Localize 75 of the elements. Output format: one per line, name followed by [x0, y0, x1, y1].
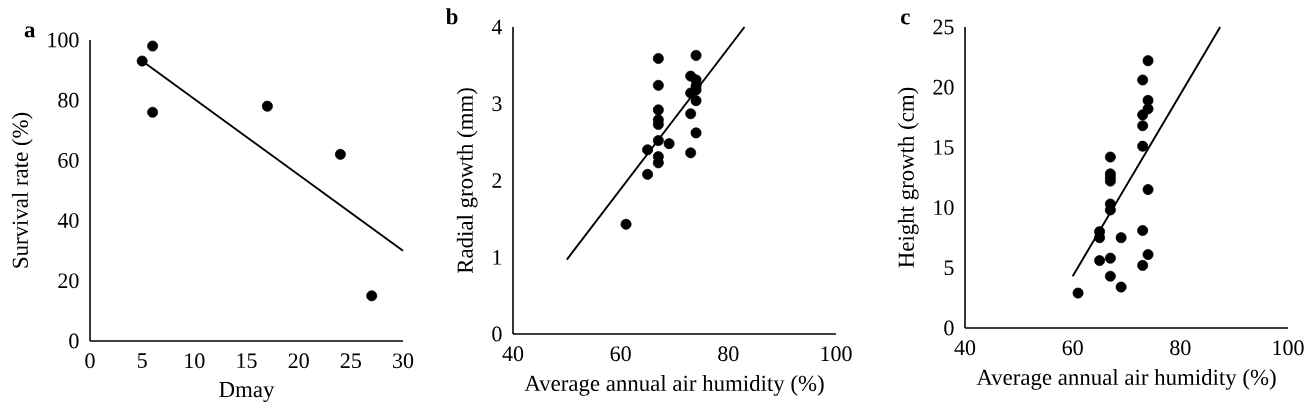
chart-title: a	[24, 26, 36, 38]
x-axis-title: Dmay	[219, 382, 275, 402]
point	[685, 147, 697, 159]
y-axis-title: Height growth (cm)	[897, 87, 919, 268]
point	[620, 218, 632, 230]
x-tick-label: 60	[1062, 340, 1083, 356]
point	[147, 40, 159, 52]
y-axis-title: Radial growth (mm)	[456, 88, 478, 274]
point	[1137, 74, 1149, 86]
y-tick-label: 25	[933, 19, 954, 35]
x-tick-label: 25	[340, 353, 361, 369]
x-tick-label: 100	[821, 346, 852, 362]
x-tick-label: 60	[610, 346, 631, 362]
point	[1137, 140, 1149, 152]
point	[334, 148, 346, 160]
point	[1142, 103, 1154, 115]
y-tick-label: 20	[933, 79, 954, 95]
point	[1104, 151, 1116, 163]
y-tick-label: 0	[492, 326, 502, 342]
x-axis-title: Average annual air humidity (%)	[524, 375, 824, 396]
point	[642, 168, 654, 180]
point	[147, 106, 159, 118]
x-tick-label: 40	[502, 346, 524, 362]
point	[1072, 287, 1084, 299]
x-tick-label: 15	[237, 353, 257, 369]
y-tick-label: 4	[491, 19, 503, 35]
point	[652, 53, 664, 64]
x-tick-label: 20	[288, 353, 309, 369]
x-tick-label: 30	[393, 353, 414, 369]
x-tick-label: 100	[1273, 340, 1304, 356]
point	[685, 108, 697, 120]
chart-title: c	[901, 13, 910, 25]
point	[1142, 249, 1154, 260]
point	[1115, 281, 1127, 293]
point	[1137, 120, 1149, 132]
chart-title: b	[446, 8, 458, 25]
point	[652, 104, 664, 116]
point	[642, 144, 654, 156]
y-tick-label: 2	[492, 173, 502, 188]
x-axis-title: Average annual air humidity (%)	[976, 369, 1276, 390]
point	[1104, 270, 1116, 282]
y-axis-title: Survival rate (%)	[11, 112, 33, 268]
point	[261, 100, 273, 112]
point	[366, 290, 378, 302]
point	[1137, 259, 1149, 271]
y-tick-label: 100	[48, 32, 79, 48]
point	[1142, 55, 1154, 67]
y-tick-label: 60	[58, 152, 79, 168]
point	[690, 95, 702, 107]
y-tick-label: 40	[57, 213, 79, 229]
point	[1104, 252, 1116, 264]
point	[652, 79, 664, 91]
point	[652, 135, 664, 147]
x-tick-label: 5	[137, 353, 147, 368]
y-tick-label: 10	[934, 200, 954, 216]
point	[1115, 232, 1127, 244]
x-tick-label: 40	[954, 340, 976, 356]
y-tick-label: 0	[944, 320, 954, 336]
point	[663, 138, 675, 150]
point	[136, 55, 148, 67]
y-tick-label: 15	[934, 140, 954, 155]
point	[1142, 184, 1154, 195]
y-tick-label: 5	[944, 260, 954, 276]
y-tick-label: 1	[493, 250, 502, 265]
y-tick-label: 20	[58, 273, 79, 289]
point	[1137, 225, 1149, 236]
x-tick-label: 0	[85, 353, 95, 369]
x-tick-label: 10	[185, 353, 205, 369]
y-tick-label: 3	[492, 96, 502, 112]
y-tick-label: 80	[58, 92, 79, 108]
point	[1094, 255, 1106, 267]
point	[690, 49, 702, 61]
x-tick-label: 80	[1170, 340, 1191, 356]
point	[690, 127, 702, 139]
x-tick-label: 80	[718, 346, 739, 362]
